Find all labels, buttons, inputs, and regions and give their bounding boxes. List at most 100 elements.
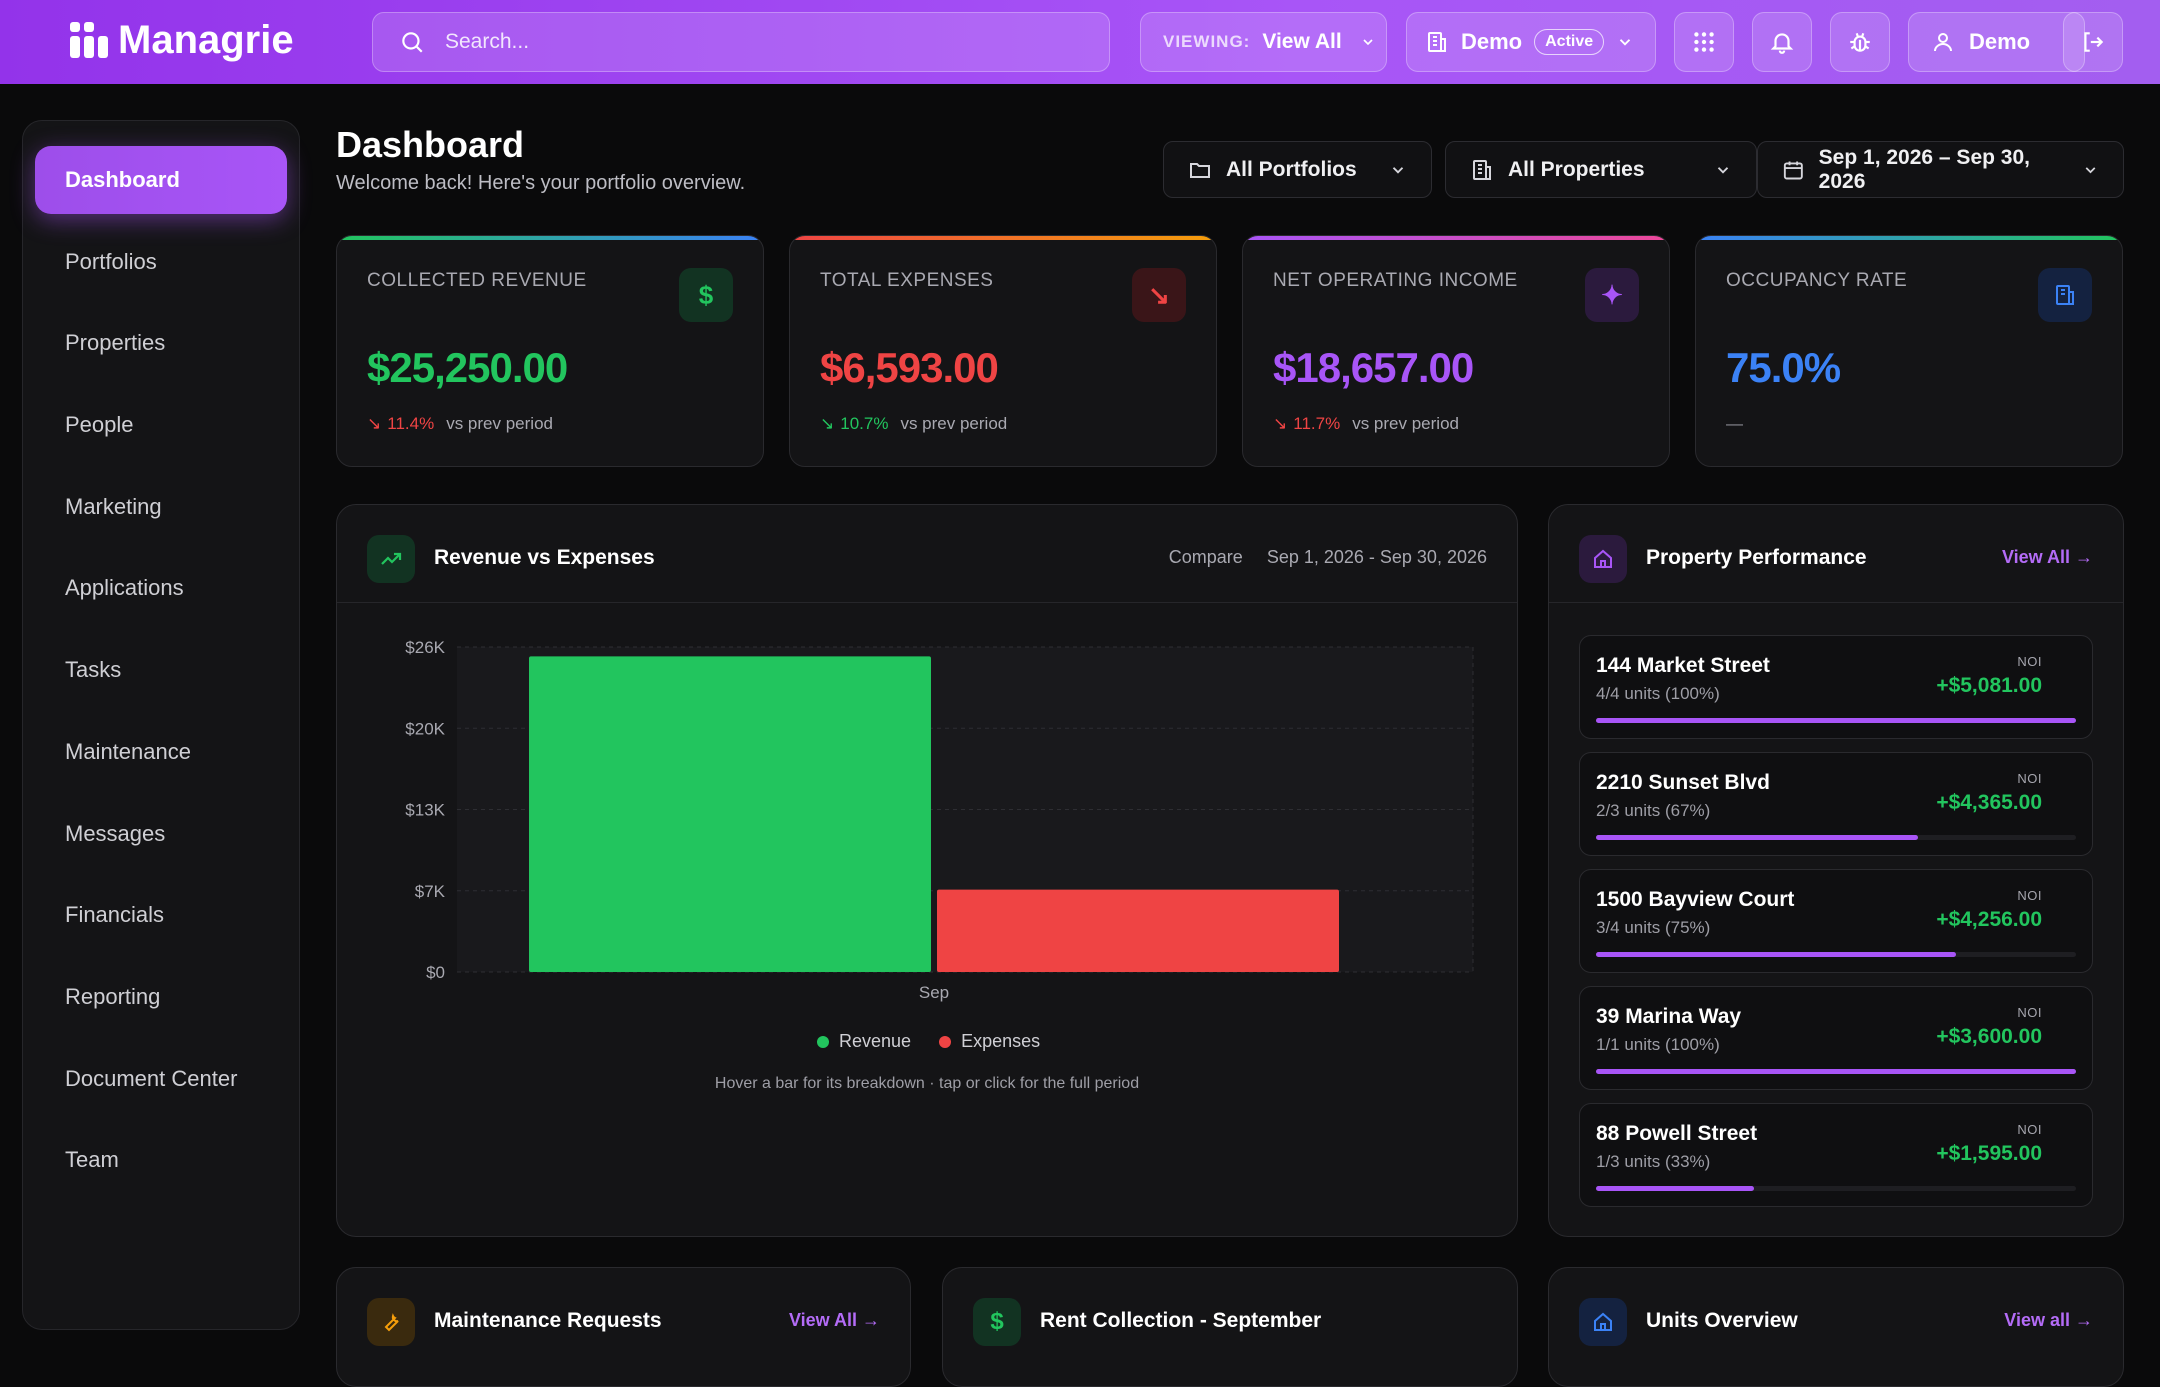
trending-up-icon [367,535,415,583]
sidebar-item-messages[interactable]: Messages [65,821,166,846]
company-selector[interactable]: Demo Active [1406,12,1656,72]
kpi-note: vs prev period [446,414,553,433]
compare-range: Sep 1, 2026 - Sep 30, 2026 [1266,547,1487,567]
property-row[interactable]: 2210 Sunset Blvd 2/3 units (67%) NOI +$4,36… [1579,752,2093,856]
property-noi: +$4,365.00 [1936,791,2042,814]
date-range-picker[interactable]: Sep 1, 2026 – Sep 30, 2026 [1757,141,2124,198]
chevron-down-icon [1717,166,1729,174]
user-icon [1934,33,1952,52]
property-units: 1/1 units (100%) [1596,1035,1720,1054]
legend-swatch-expenses [939,1035,952,1048]
sidebar-item-tasks[interactable]: Tasks [65,657,122,682]
dollar-icon: $ [973,1298,1021,1346]
property-units: 1/3 units (33%) [1596,1152,1711,1171]
company-name: Demo [1461,29,1523,54]
trending-down-icon: ↘ [367,414,382,433]
property-noi: +$3,600.00 [1936,1025,2042,1048]
noi-label: NOI [2017,1122,2042,1137]
calendar-icon [1783,160,1803,179]
sidebar-item-properties[interactable]: Properties [65,330,166,355]
kpi-card-revenue: COLLECTED REVENUE $ $25,250.00 ↘ 11.4% v… [336,235,764,467]
property-row[interactable]: 144 Market Street 4/4 units (100%) NOI +$5,… [1579,635,2093,739]
property-name: 88 Powell Street [1596,1122,1758,1145]
date-range-value: Sep 1, 2026 – Sep 30, 2026 [1818,145,2030,193]
kpi-card-expenses: TOTAL EXPENSES ↘ $6,593.00 ↘ 10.7% vs pr… [789,235,1217,467]
top-bar: Managrie Search... VIEWING: View All Dem… [0,0,2160,84]
logout-icon [2084,32,2104,52]
sidebar-item-portfolios[interactable]: Portfolios [65,249,157,274]
property-units: 3/4 units (75%) [1596,918,1711,937]
dollar-icon: $ [679,268,733,322]
y-tick-label: $26K [405,638,445,657]
occupancy-bar [1596,718,2076,723]
search-icon [402,32,423,53]
search-input[interactable]: Search... [372,12,1110,72]
trending-down-icon: ↘ [1132,268,1186,322]
bar-expenses [937,889,1339,972]
occupancy-track [1596,1186,2076,1191]
noi-label: NOI [2017,771,2042,786]
sidebar-item-document-center[interactable]: Document Center [65,1066,238,1091]
property-row[interactable]: 88 Powell Street 1/3 units (33%) NOI +$1,59… [1579,1103,2093,1207]
card-accent-bar [337,236,763,240]
panel-title: Property Performance [1646,546,1867,569]
sidebar-item-marketing[interactable]: Marketing [65,494,162,519]
legend-label-revenue: Revenue [839,1031,912,1051]
kpi-note: vs prev period [1352,414,1459,433]
panel-title: Rent Collection - September [1040,1309,1322,1332]
compare-button[interactable]: Compare [1168,547,1243,567]
kpi-note: vs prev period [900,414,1008,433]
sidebar-item-financials[interactable]: Financials [65,902,165,927]
kpi-change: 11.4% [387,414,435,433]
chevron-down-icon [1363,39,1373,46]
kpi-label: TOTAL EXPENSES [820,270,994,291]
wrench-icon [367,1298,415,1346]
property-name: 2210 Sunset Blvd [1596,771,1770,794]
panel-title: Revenue vs Expenses [434,546,655,569]
logout-button[interactable] [2063,12,2123,72]
noi-label: NOI [2017,654,2042,669]
kpi-trend: — [1726,414,1743,434]
kpi-value: 75.0% [1726,344,1841,391]
property-row[interactable]: 39 Marina Way 1/1 units (100%) NOI +$3,600.… [1579,986,2093,1090]
property-units: 2/3 units (67%) [1596,801,1711,820]
kpi-card-occupancy: OCCUPANCY RATE 75.0% — [1695,235,2123,467]
property-row[interactable]: 1500 Bayview Court 3/4 units (75%) NOI +$4,… [1579,869,2093,973]
view-all-link[interactable]: View All → [2001,547,2093,567]
notifications-button[interactable] [1752,12,1812,72]
panel-title: Maintenance Requests [434,1309,662,1332]
apps-button[interactable] [1674,12,1734,72]
sidebar-item-maintenance[interactable]: Maintenance [65,739,191,764]
chevron-down-icon [1619,39,1631,46]
app-logo[interactable]: Managrie [70,18,294,63]
sidebar-item-applications[interactable]: Applications [65,575,184,600]
sidebar-item-team[interactable]: Team [65,1147,119,1172]
chevron-down-icon [1392,166,1404,174]
portfolio-filter[interactable]: All Portfolios [1163,141,1432,198]
kpi-trend: ↘ 11.7% vs prev period [1273,414,1459,434]
kpi-note: — [1726,414,1743,433]
app-name: Managrie [118,18,294,62]
view-all-link[interactable]: View All → [788,1310,880,1330]
kpi-label: OCCUPANCY RATE [1726,270,1908,291]
property-noi: +$4,256.00 [1936,908,2042,931]
sparkles-icon: ✦ [1585,268,1639,322]
view-all-link[interactable]: View all → [2004,1310,2093,1330]
sidebar-item-dashboard[interactable]: Dashboard [35,146,287,214]
panel-title: Units Overview [1646,1309,1798,1332]
viewing-selector[interactable]: VIEWING: View All [1140,12,1387,72]
noi-label: NOI [2017,1005,2042,1020]
kpi-trend: ↘ 10.7% vs prev period [820,414,1007,434]
user-menu[interactable]: Demo [1908,12,2085,72]
folder-icon [1190,162,1210,178]
sidebar-item-people[interactable]: People [65,412,134,437]
property-units: 4/4 units (100%) [1596,684,1720,703]
property-filter[interactable]: All Properties [1445,141,1757,198]
occupancy-bar [1596,1186,1755,1191]
kpi-change: 11.7% [1293,414,1341,433]
revenue-expenses-panel: Revenue vs Expenses Compare Sep 1, 2026 … [336,504,1518,1237]
bug-report-button[interactable] [1830,12,1890,72]
property-noi: +$5,081.00 [1936,674,2042,697]
sidebar-item-reporting[interactable]: Reporting [65,984,161,1009]
viewing-label: VIEWING: [1163,32,1251,51]
